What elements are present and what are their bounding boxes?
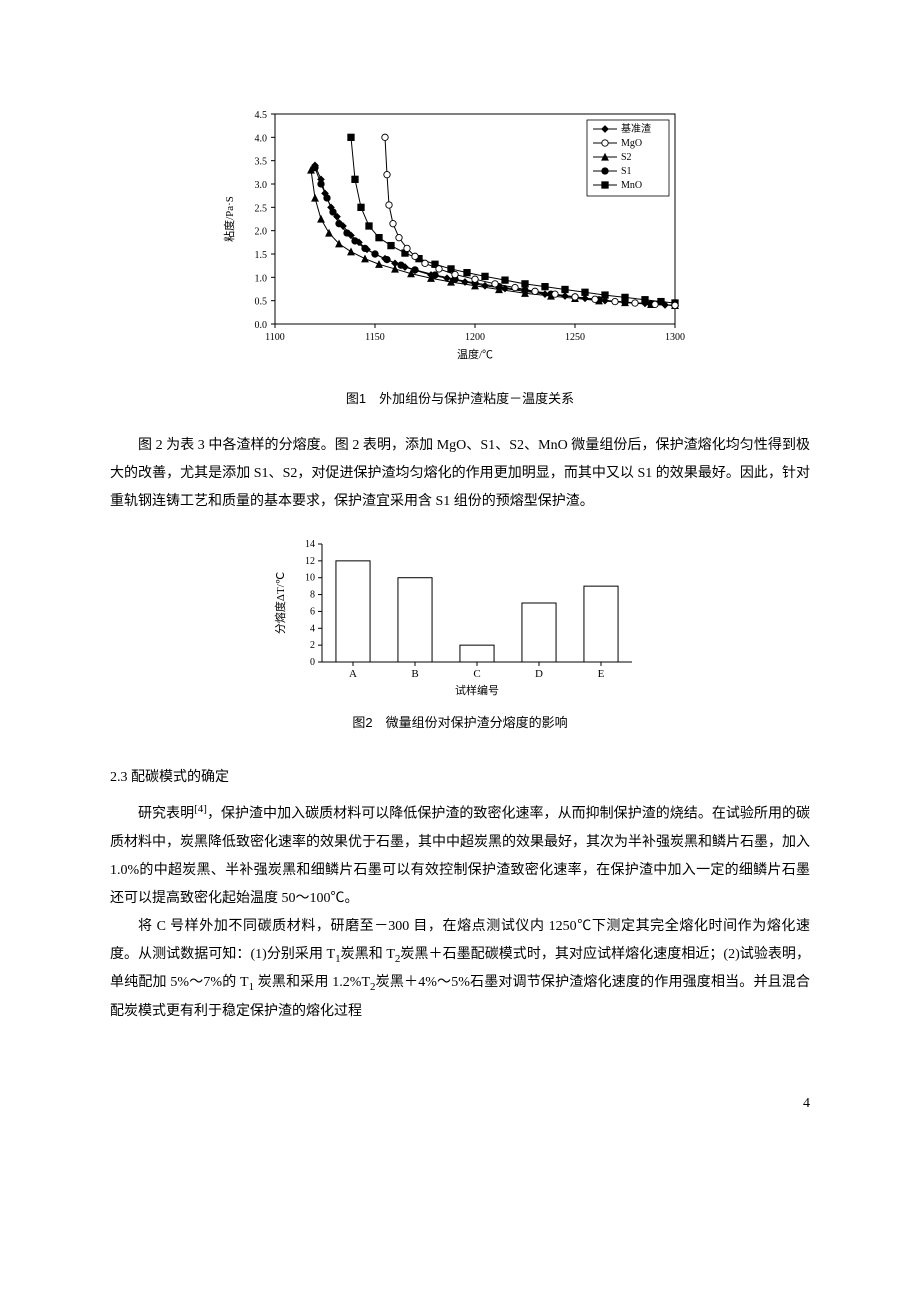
svg-text:0.0: 0.0 — [255, 320, 268, 331]
svg-text:1.0: 1.0 — [255, 273, 268, 284]
svg-text:MgO: MgO — [621, 138, 642, 149]
svg-text:基准渣: 基准渣 — [621, 122, 651, 135]
svg-text:6: 6 — [310, 606, 315, 617]
svg-text:2.5: 2.5 — [255, 203, 268, 214]
svg-text:10: 10 — [305, 573, 315, 584]
svg-text:4.5: 4.5 — [255, 110, 268, 121]
svg-text:1200: 1200 — [465, 332, 485, 343]
citation-4: [4] — [194, 803, 207, 815]
svg-text:粘度/Pa·S: 粘度/Pa·S — [222, 196, 236, 242]
svg-text:E: E — [598, 668, 605, 680]
svg-text:1100: 1100 — [265, 332, 285, 343]
svg-text:2.0: 2.0 — [255, 227, 268, 238]
paragraph-3: 将 C 号样外加不同碳质材料，研磨至－300 目，在熔点测试仪内 1250℃下测… — [110, 913, 810, 1027]
svg-text:S2: S2 — [621, 152, 632, 163]
paragraph-1: 图 2 为表 3 中各渣样的分熔度。图 2 表明，添加 MgO、S1、S2、Mn… — [110, 432, 810, 516]
svg-text:1250: 1250 — [565, 332, 585, 343]
para2-pre: 研究表明 — [138, 807, 194, 822]
figure1-caption: 图1 外加组份与保护渣粘度－温度关系 — [110, 386, 810, 412]
svg-text:D: D — [535, 668, 543, 680]
paragraph-2: 研究表明[4]，保护渣中加入碳质材料可以降低保护渣的致密化速率，从而抑制保护渣的… — [110, 798, 810, 913]
svg-text:8: 8 — [310, 590, 315, 601]
section-2-3-heading: 2.3 配碳模式的确定 — [110, 764, 810, 792]
svg-text:4: 4 — [310, 623, 315, 634]
figure2-chart: 0 2 4 6 8 10 12 14 A B C D E 试样编号 分熔度ΔT/℃ — [110, 534, 810, 704]
svg-text:试样编号: 试样编号 — [455, 683, 499, 697]
svg-text:C: C — [473, 668, 480, 680]
svg-text:3.5: 3.5 — [255, 157, 268, 168]
svg-text:1.5: 1.5 — [255, 250, 268, 261]
figure1-chart: 0.0 0.5 1.0 1.5 2.0 2.5 3.0 3.5 4.0 4.5 1100 1150 12… — [110, 100, 810, 380]
svg-text:14: 14 — [305, 539, 315, 550]
svg-text:1300: 1300 — [665, 332, 685, 343]
svg-text:0: 0 — [310, 657, 315, 668]
svg-text:1150: 1150 — [365, 332, 385, 343]
figure2-caption: 图2 微量组份对保护渣分熔度的影响 — [110, 710, 810, 736]
svg-text:2: 2 — [310, 640, 315, 651]
para2-post: ，保护渣中加入碳质材料可以降低保护渣的致密化速率，从而抑制保护渣的烧结。在试验所… — [110, 807, 810, 906]
svg-text:A: A — [349, 668, 357, 680]
svg-text:12: 12 — [305, 556, 315, 567]
svg-text:4.0: 4.0 — [255, 133, 268, 144]
svg-text:B: B — [411, 668, 418, 680]
svg-text:S1: S1 — [621, 166, 632, 177]
svg-text:温度/℃: 温度/℃ — [457, 347, 493, 361]
page-number: 4 — [0, 1066, 920, 1112]
svg-text:MnO: MnO — [621, 180, 642, 191]
svg-text:分熔度ΔT/℃: 分熔度ΔT/℃ — [273, 572, 287, 634]
svg-text:0.5: 0.5 — [255, 297, 268, 308]
svg-text:3.0: 3.0 — [255, 180, 268, 191]
